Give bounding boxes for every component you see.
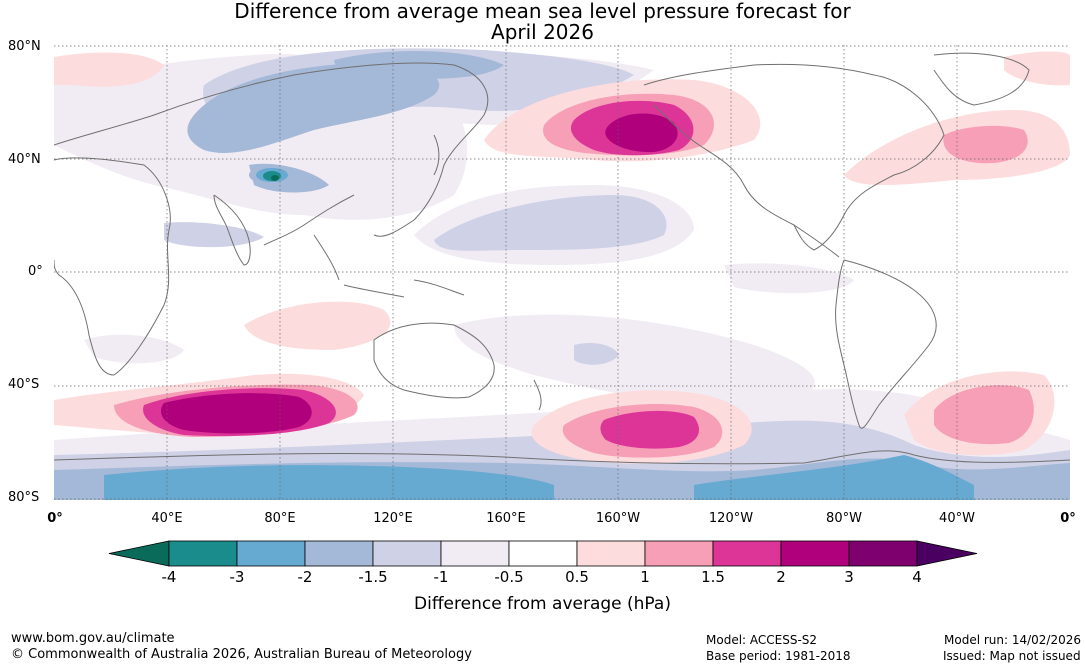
lon-label-160w: 160°W <box>595 511 641 526</box>
colorbar-tick-label: -3 <box>229 568 245 586</box>
colorbar-tick-label: 0.5 <box>565 568 589 586</box>
footer-issued: Issued: Map not issued <box>943 649 1081 663</box>
lon-label-40w: 40°W <box>939 511 975 526</box>
map-title-line2: April 2026 <box>491 20 594 44</box>
lon-label-80e: 80°E <box>264 511 296 526</box>
colorbar <box>108 540 978 567</box>
footer-base-period: Base period: 1981-2018 <box>706 649 851 663</box>
lat-label-40s: 40°S <box>8 377 40 392</box>
lon-label-80w: 80°W <box>826 511 862 526</box>
colorbar-tick-label: 2 <box>776 568 786 586</box>
lon-label-120e: 120°E <box>373 511 413 526</box>
colorbar-segment <box>236 540 306 567</box>
colorbar-segment <box>848 540 918 567</box>
anomaly-fill-neg-3 <box>249 165 299 185</box>
colorbar-tick-label: 1 <box>640 568 650 586</box>
colorbar-tick-label: 1.5 <box>701 568 725 586</box>
footer-url: www.bom.gov.au/climate <box>11 631 175 646</box>
lon-label-40e: 40°E <box>151 511 183 526</box>
map-title-line1: Difference from average mean sea level p… <box>234 0 851 23</box>
footer-model-run: Model run: 14/02/2026 <box>944 633 1082 647</box>
map-canvas <box>54 45 1070 500</box>
colorbar-segment <box>576 540 646 567</box>
colorbar-segment <box>780 540 850 567</box>
footer-copyright: © Commonwealth of Australia 2026, Austra… <box>11 647 472 662</box>
lat-label-80n: 80°N <box>8 39 41 54</box>
colorbar-segment <box>712 540 782 567</box>
colorbar-segment <box>304 540 374 567</box>
colorbar-segment <box>372 540 442 567</box>
colorbar-tick-label: -1.5 <box>358 568 388 586</box>
graticule <box>54 45 1070 500</box>
lon-label-160e: 160°E <box>486 511 526 526</box>
colorbar-segment <box>508 540 578 567</box>
pressure-anomaly-map <box>54 45 1070 500</box>
anomaly-fill-pos-2 <box>160 113 678 434</box>
lon-label-0-east: 0° <box>1060 511 1076 526</box>
coastlines <box>54 52 1070 465</box>
lat-label-40n: 40°N <box>8 152 41 167</box>
footer-model: Model: ACCESS-S2 <box>706 633 818 647</box>
colorbar-tick-label: -2 <box>297 568 313 586</box>
colorbar-segment <box>168 540 238 567</box>
anomaly-fill-neg-2 <box>104 455 974 500</box>
colorbar-extend-low <box>108 540 170 567</box>
lon-label-120w: 120°W <box>708 511 754 526</box>
colorbar-tick-label: -4 <box>161 568 177 586</box>
lon-label-0-west: 0° <box>47 511 63 526</box>
colorbar-segment <box>644 540 714 567</box>
lat-label-80s: 80°S <box>8 490 40 505</box>
lat-label-equator: 0° <box>28 264 43 279</box>
colorbar-title: Difference from average (hPa) <box>414 594 671 614</box>
colorbar-tick-label: 3 <box>844 568 854 586</box>
colorbar-tick-label: -1 <box>433 568 449 586</box>
colorbar-tick-label: -0.5 <box>494 568 524 586</box>
colorbar-segment <box>440 540 510 567</box>
colorbar-tick-label: 4 <box>912 568 922 586</box>
colorbar-extend-high <box>916 540 978 567</box>
